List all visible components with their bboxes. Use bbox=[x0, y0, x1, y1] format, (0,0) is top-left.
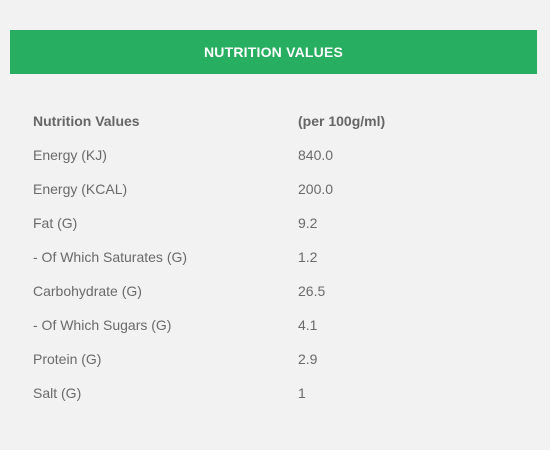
table-row: - Of Which Saturates (G) 1.2 bbox=[33, 240, 513, 274]
table-row: Salt (G) 1 bbox=[33, 376, 513, 410]
nutrient-name: - Of Which Sugars (G) bbox=[33, 317, 172, 333]
table-header-row: Nutrition Values (per 100g/ml) bbox=[33, 104, 513, 138]
nutrient-value: 200.0 bbox=[298, 181, 334, 197]
nutrient-name: - Of Which Saturates (G) bbox=[33, 249, 188, 265]
nutrient-value: 9.2 bbox=[298, 215, 318, 231]
nutrient-name: Energy (KCAL) bbox=[33, 181, 128, 197]
table-row: Energy (KJ) 840.0 bbox=[33, 138, 513, 172]
nutrient-name: Salt (G) bbox=[33, 385, 82, 401]
nutrient-value: 1.2 bbox=[298, 249, 318, 265]
table-row: Energy (KCAL) 200.0 bbox=[33, 172, 513, 206]
nutrient-value: 26.5 bbox=[298, 283, 326, 299]
nutrient-value: 840.0 bbox=[298, 147, 334, 163]
column-header-nutrient: Nutrition Values bbox=[33, 113, 140, 129]
nutrient-name: Fat (G) bbox=[33, 215, 78, 231]
table-row: Carbohydrate (G) 26.5 bbox=[33, 274, 513, 308]
nutrient-name: Protein (G) bbox=[33, 351, 102, 367]
nutrient-value: 1 bbox=[298, 385, 306, 401]
nutrient-name: Carbohydrate (G) bbox=[33, 283, 142, 299]
column-header-amount: (per 100g/ml) bbox=[298, 113, 386, 129]
table-row: Fat (G) 9.2 bbox=[33, 206, 513, 240]
table-row: Protein (G) 2.9 bbox=[33, 342, 513, 376]
nutrition-values-tab[interactable]: NUTRITION VALUES bbox=[10, 30, 537, 74]
nutrient-value: 4.1 bbox=[298, 317, 318, 333]
nutrient-name: Energy (KJ) bbox=[33, 147, 107, 163]
nutrition-values-tab-label: NUTRITION VALUES bbox=[203, 44, 344, 60]
nutrition-table: Nutrition Values (per 100g/ml) Energy (K… bbox=[33, 104, 513, 410]
table-row: - Of Which Sugars (G) 4.1 bbox=[33, 308, 513, 342]
nutrient-value: 2.9 bbox=[298, 351, 318, 367]
